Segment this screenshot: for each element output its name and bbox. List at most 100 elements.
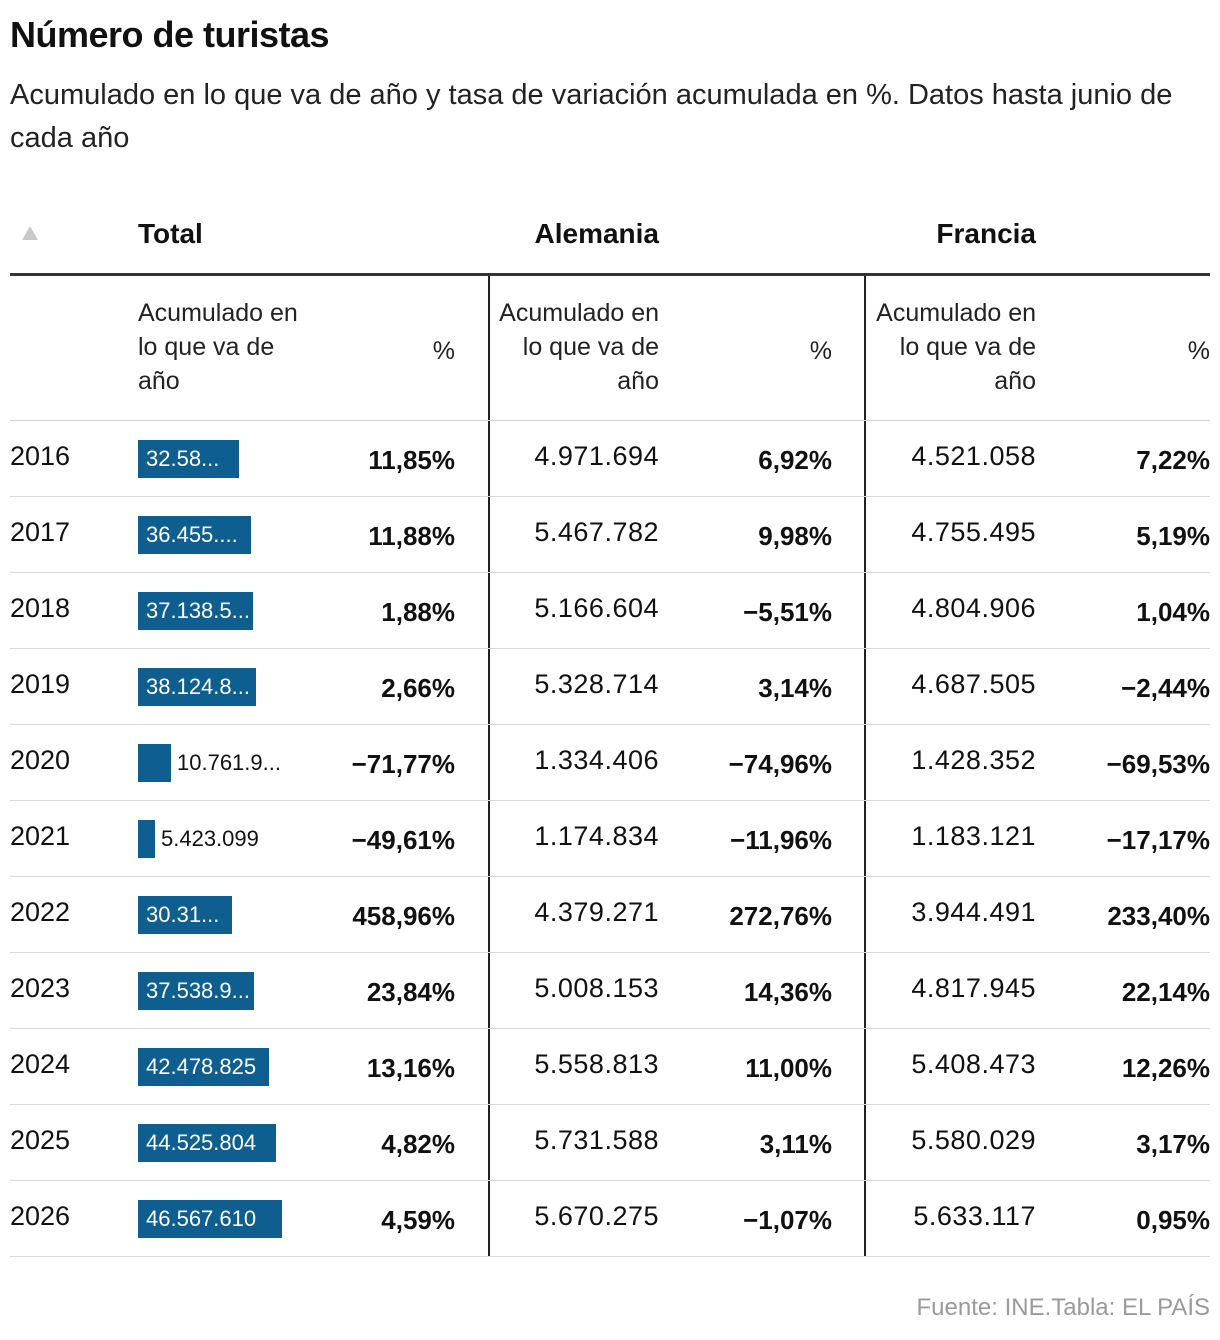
year-cell: 2018 [10,593,71,623]
row-divider [10,724,1210,725]
year-cell: 2025 [10,1125,71,1155]
row-divider [10,1256,1210,1257]
alemania-value-cell: 5.731.588 [534,1125,659,1155]
total-percent-cell: 1,88% [381,597,455,627]
francia-percent-cell: 3,17% [1136,1129,1210,1159]
francia-value-cell: 4.804.906 [911,593,1036,623]
alemania-percent-cell: 14,36% [743,977,832,1007]
total-bar [138,744,171,782]
francia-value-cell: 4.521.058 [911,441,1036,471]
total-bar-label: 30.31... [146,902,220,927]
subheader-rule [10,420,1210,421]
francia-percent-cell: 1,04% [1136,597,1210,627]
table-row: 2025 44.525.804 4,82% 5.731.588 3,11% 5.580.0… [0,1105,1220,1181]
table-row: 2024 42.478.825 13,16% 5.558.813 11,00% 5.408… [0,1029,1220,1105]
row-divider [10,952,1210,953]
francia-percent-cell: 0,95% [1136,1205,1210,1235]
francia-value-cell: 4.755.495 [911,517,1036,547]
year-cell: 2020 [10,745,71,775]
subheader-total-percent[interactable]: % [432,337,455,365]
alemania-value-cell: 1.334.406 [534,745,659,775]
total-bar-label: 32.58... [146,446,220,471]
alemania-value-cell: 5.166.604 [534,593,659,623]
subheader-total-accumulated[interactable]: Acumulado en lo que va de año [138,299,298,395]
alemania-percent-cell: 6,92% [758,445,832,475]
row-divider [10,800,1210,801]
total-bar-label: 46.567.610 [146,1206,257,1231]
alemania-percent-cell: 3,14% [758,673,832,703]
triangle-up-icon[interactable] [22,226,38,240]
alemania-value-cell: 4.379.271 [534,897,659,927]
table-row: 2020 10.761.9... −71,77% 1.334.406 −74,96% 1.… [0,725,1220,801]
total-bar [138,592,253,630]
alemania-percent-cell: −11,96% [730,825,832,855]
total-bar [138,516,251,554]
row-divider [10,496,1210,497]
total-bar [138,972,254,1010]
total-bar [138,896,232,934]
row-divider [10,1104,1210,1105]
total-bar-label: 10.761.9... [177,750,281,775]
subheader-alemania-percent[interactable]: % [809,337,832,365]
alemania-value-cell: 5.558.813 [534,1049,659,1079]
chart-title: Número de turistas [10,14,330,55]
total-bar-label: 42.478.825 [146,1054,257,1079]
table-row: 2018 37.138.5... 1,88% 5.166.604 −5,51% 4.804… [0,573,1220,649]
header-francia[interactable]: Francia [936,218,1036,249]
row-divider [10,1028,1210,1029]
header-rule [10,273,1210,276]
alemania-percent-cell: −1,07% [743,1205,832,1235]
header-alemania[interactable]: Alemania [534,218,660,249]
table-row: 2023 37.538.9... 23,84% 5.008.153 14,36% 4.81… [0,953,1220,1029]
alemania-percent-cell: 3,11% [759,1129,832,1159]
chart-subtitle: Acumulado en lo que va de año y tasa de … [10,79,1173,154]
subheader-alemania-accumulated[interactable]: Acumulado en lo que va de año [499,299,659,395]
header-total[interactable]: Total [138,218,203,249]
alemania-value-cell: 1.174.834 [534,821,659,851]
total-bar-label: 37.538.9... [146,978,250,1003]
alemania-percent-cell: 11,00% [745,1053,832,1083]
alemania-value-cell: 5.467.782 [534,517,659,547]
total-bar [138,668,256,706]
francia-value-cell: 1.183.121 [911,821,1036,851]
total-bar-label: 36.455.... [146,522,238,547]
table-row: 2017 36.455.... 11,88% 5.467.782 9,98% 4.755.… [0,497,1220,573]
alemania-value-cell: 5.008.153 [534,973,659,1003]
subheader-francia-accumulated[interactable]: Acumulado en lo que va de año [876,299,1036,395]
total-bar [138,1124,276,1162]
row-divider [10,572,1210,573]
alemania-percent-cell: −74,96% [728,749,832,779]
francia-value-cell: 3.944.491 [911,897,1036,927]
year-cell: 2026 [10,1201,71,1231]
total-bar-label: 5.423.099 [161,826,259,851]
table-row: 2016 32.58... 11,85% 4.971.694 6,92% 4.521.05… [0,421,1220,497]
table-row: 2022 30.31... 458,96% 4.379.271 272,76% 3.944… [0,877,1220,953]
francia-value-cell: 1.428.352 [911,745,1036,775]
subheader-francia-percent[interactable]: % [1187,337,1210,365]
table-row: 2019 38.124.8... 2,66% 5.328.714 3,14% 4.687.… [0,649,1220,725]
francia-value-cell: 4.817.945 [911,973,1036,1003]
source-note: Fuente: INE.Tabla: EL PAÍS [916,1294,1210,1321]
year-cell: 2017 [10,517,71,547]
francia-percent-cell: −17,17% [1106,825,1210,855]
alemania-value-cell: 4.971.694 [534,441,659,471]
total-percent-cell: 11,85% [368,445,455,475]
francia-percent-cell: −2,44% [1121,673,1210,703]
row-divider [10,876,1210,877]
year-cell: 2016 [10,441,71,471]
francia-percent-cell: 5,19% [1136,521,1210,551]
alemania-value-cell: 5.328.714 [534,669,659,699]
total-bar-label: 38.124.8... [146,674,250,699]
column-divider-alemania [488,276,490,1256]
total-percent-cell: 23,84% [366,977,455,1007]
alemania-percent-cell: −5,51% [743,597,832,627]
total-percent-cell: 4,59% [381,1205,455,1235]
year-cell: 2022 [10,897,71,927]
total-bar-label: 37.138.5... [146,598,249,623]
total-bar [138,820,155,858]
alemania-value-cell: 5.670.275 [534,1201,659,1231]
francia-percent-cell: 22,14% [1121,977,1210,1007]
alemania-percent-cell: 9,98% [758,521,832,551]
total-percent-cell: 458,96% [352,901,455,931]
total-percent-cell: 13,16% [366,1053,455,1083]
